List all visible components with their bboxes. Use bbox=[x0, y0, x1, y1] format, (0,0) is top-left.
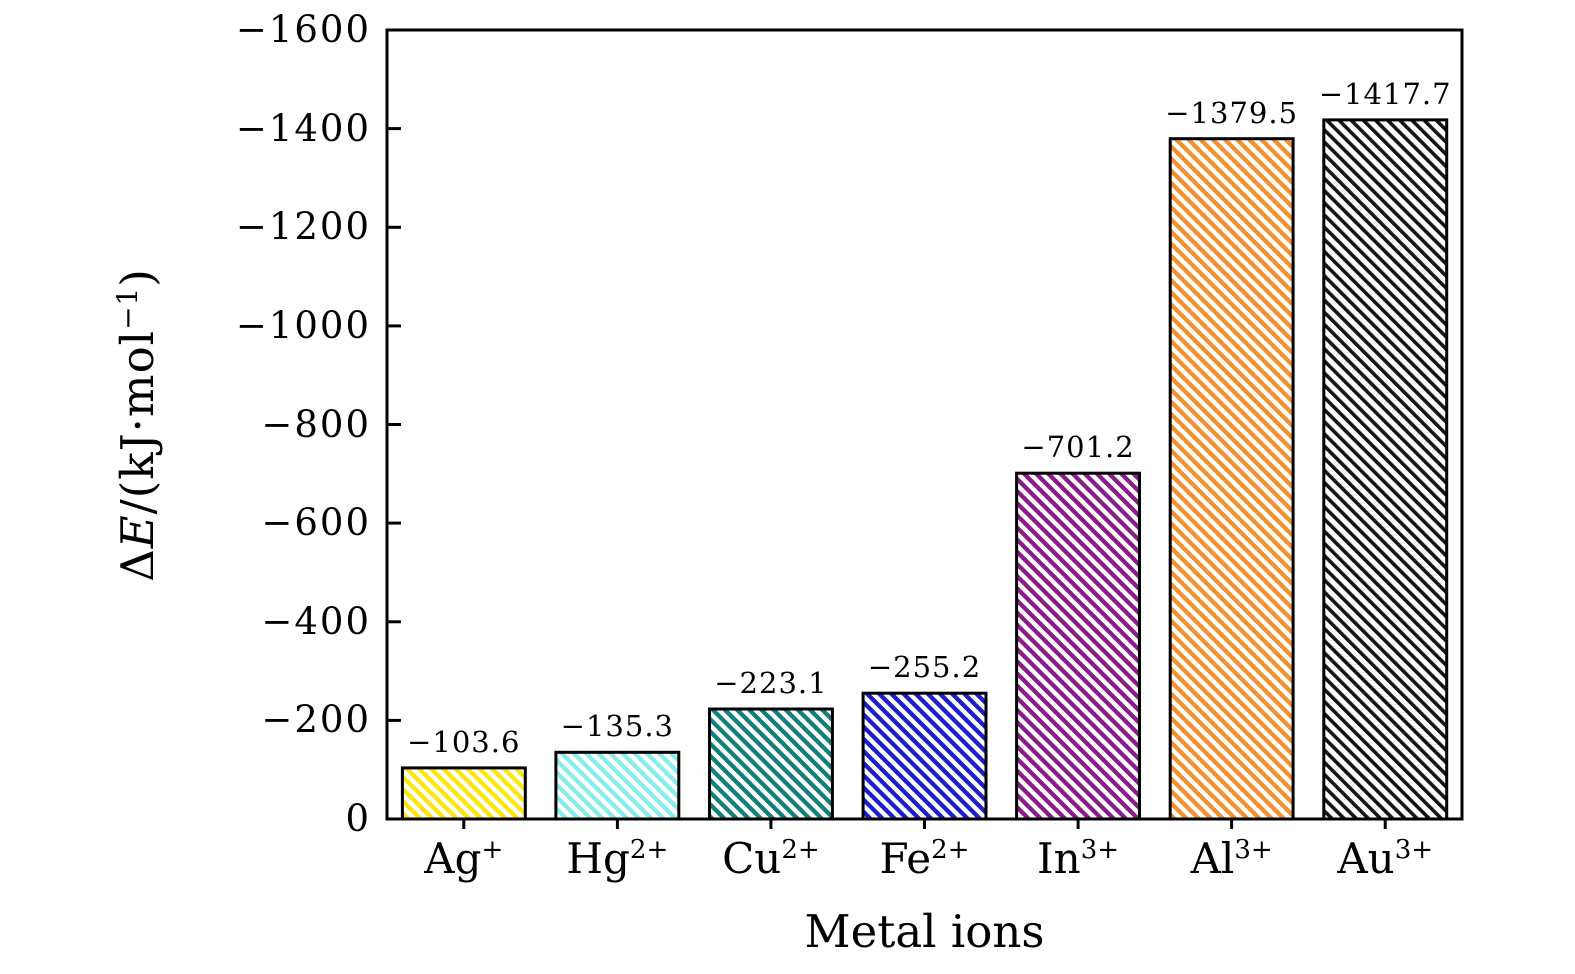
y-tick-label: 0 bbox=[345, 797, 371, 840]
y-tick-label: −800 bbox=[261, 402, 371, 446]
x-tick-label-fe: Fe2+ bbox=[879, 834, 970, 883]
bar-fe bbox=[861, 691, 988, 821]
bar-value-label: −1379.5 bbox=[1165, 95, 1299, 130]
bar-au bbox=[1322, 118, 1449, 821]
x-tick-label-au: Au3+ bbox=[1337, 834, 1434, 883]
x-axis-title: Metal ions bbox=[804, 905, 1045, 958]
bar-ag bbox=[400, 766, 527, 821]
y-tick-label: −600 bbox=[261, 501, 371, 545]
bar-value-label: −701.2 bbox=[1021, 430, 1135, 465]
bar-value-label: −103.6 bbox=[407, 724, 521, 759]
bar-value-label: −135.3 bbox=[560, 709, 674, 744]
bar-value-label: −223.1 bbox=[714, 665, 828, 700]
y-tick-label: −400 bbox=[261, 599, 371, 643]
bar-value-label: −255.2 bbox=[867, 650, 982, 685]
y-tick-label: −1200 bbox=[235, 205, 371, 249]
y-tick-label: −1600 bbox=[235, 8, 371, 51]
x-tick-label-ag: Ag+ bbox=[424, 834, 504, 883]
bar-hg bbox=[554, 750, 681, 821]
bars-group bbox=[400, 118, 1449, 821]
y-tick-label: −200 bbox=[261, 698, 371, 742]
bar-al bbox=[1168, 137, 1295, 821]
bar-in bbox=[1015, 471, 1141, 821]
axes-box bbox=[385, 28, 1464, 821]
x-tick-label-cu: Cu2+ bbox=[722, 834, 820, 883]
x-tick-label-al: Al3+ bbox=[1190, 834, 1273, 883]
bar-cu bbox=[708, 707, 834, 821]
y-tick-label: −1400 bbox=[235, 106, 371, 150]
x-tick-label-in: In3+ bbox=[1037, 834, 1120, 883]
x-tick-label-hg: Hg2+ bbox=[566, 834, 669, 883]
y-tick-label: −1000 bbox=[235, 303, 371, 347]
bar-value-label: −1417.7 bbox=[1318, 76, 1452, 111]
